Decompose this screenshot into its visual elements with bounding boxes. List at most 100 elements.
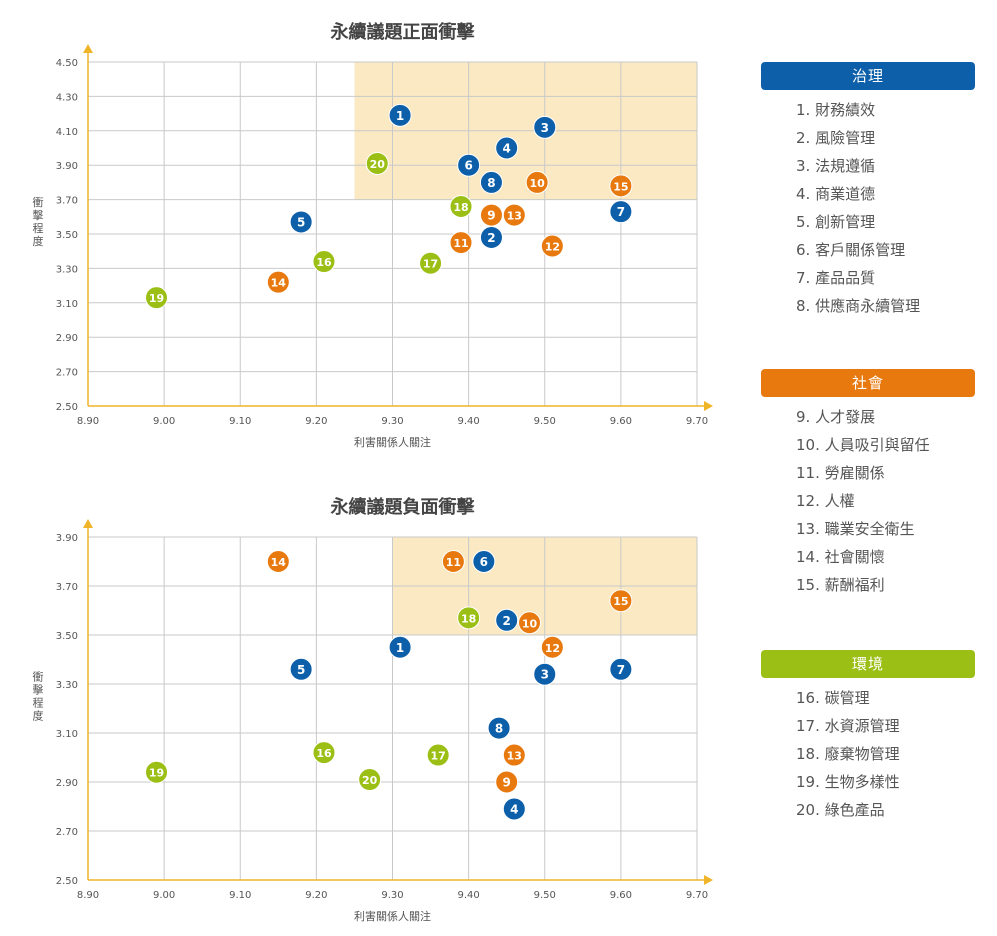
data-point-6: 6	[472, 550, 496, 573]
data-point-10: 10	[518, 611, 542, 635]
data-point-10: 10	[525, 170, 549, 194]
data-point-9: 9	[495, 770, 519, 794]
point-marker	[495, 770, 519, 794]
x-tick-label: 9.50	[534, 416, 556, 427]
data-point-11: 11	[449, 231, 473, 255]
x-tick-label: 9.60	[610, 416, 632, 427]
data-point-17: 17	[419, 251, 443, 275]
point-marker	[525, 170, 549, 194]
chart-title: 永續議題負面衝擊	[330, 496, 476, 518]
legend-item: 20. 綠色產品	[796, 801, 885, 819]
legend-item: 7. 產品品質	[796, 269, 876, 287]
point-label: 10	[522, 617, 538, 630]
legend-item: 11. 勞雇關係	[796, 464, 885, 482]
data-point-14: 14	[266, 270, 290, 294]
point-marker	[502, 797, 526, 821]
chart-1: 8.90 9.00 9.10 9.20 9.30 9.40 9.50 9.60 9.70 2.50…	[33, 21, 713, 449]
point-label: 15	[613, 180, 628, 193]
point-marker	[479, 170, 503, 194]
y-tick-label: 2.50	[56, 876, 78, 887]
x-tick-label: 9.50	[534, 890, 556, 901]
point-label: 20	[370, 158, 386, 171]
x-tick-label: 9.60	[610, 890, 632, 901]
x-tick-label: 9.70	[686, 890, 708, 901]
data-point-3: 3	[533, 662, 557, 686]
x-tick-label: 9.30	[381, 890, 403, 901]
point-label: 4	[510, 802, 518, 816]
y-tick-label: 3.90	[56, 533, 78, 544]
point-marker	[388, 635, 412, 659]
point-label: 9	[503, 776, 511, 790]
y-tick-label: 2.70	[56, 827, 78, 838]
data-point-4: 4	[502, 797, 526, 821]
data-point-5: 5	[289, 657, 313, 681]
x-tick-label: 9.70	[686, 416, 708, 427]
point-label: 1	[396, 641, 404, 655]
point-label: 6	[464, 159, 472, 173]
point-label: 11	[446, 556, 461, 569]
point-marker	[502, 203, 526, 227]
x-axis-label: 利害關係人關注	[354, 435, 431, 449]
point-label: 1	[396, 109, 404, 123]
point-marker	[518, 611, 542, 635]
point-label: 5	[297, 663, 305, 677]
x-tick-label: 9.00	[153, 416, 175, 427]
point-marker	[457, 606, 481, 630]
legend-item: 4. 商業道德	[796, 185, 876, 203]
x-tick-label: 8.90	[77, 890, 99, 901]
point-marker	[426, 743, 450, 767]
legend-header-social: 社會	[761, 369, 975, 397]
y-tick-label: 3.50	[56, 230, 78, 241]
data-point-1: 1	[388, 635, 412, 659]
y-tick-label: 3.10	[56, 729, 78, 740]
point-marker	[533, 662, 557, 686]
data-point-19: 19	[145, 286, 169, 310]
data-point-13: 13	[502, 743, 526, 767]
data-point-16: 16	[312, 250, 336, 274]
x-tick-label: 9.00	[153, 890, 175, 901]
x-tick-label: 9.20	[305, 416, 327, 427]
point-marker	[472, 550, 496, 573]
point-label: 19	[149, 767, 164, 780]
data-point-3: 3	[533, 115, 557, 139]
point-label: 17	[431, 750, 446, 763]
data-point-13: 13	[502, 203, 526, 227]
point-label: 12	[545, 642, 560, 655]
legend-item: 2. 風險管理	[796, 129, 876, 147]
point-label: 16	[316, 256, 332, 269]
data-point-2: 2	[479, 225, 503, 249]
legend-item: 16. 碳管理	[796, 689, 870, 707]
point-marker	[419, 251, 443, 275]
y-tick-label: 3.90	[56, 161, 78, 172]
point-label: 19	[149, 292, 164, 305]
y-tick-label: 4.10	[56, 127, 78, 138]
legend-item: 17. 水資源管理	[796, 717, 900, 735]
y-tick-label: 4.50	[56, 58, 78, 69]
data-point-18: 18	[449, 194, 473, 218]
legend-header-governance: 治理	[761, 62, 975, 90]
y-axis-label: 衝擊程度	[33, 670, 44, 723]
y-tick-label: 2.90	[56, 778, 78, 789]
legend-group-social: 社會 9. 人才發展 10. 人員吸引與留任 11. 勞雇關係 12. 人權 13. 職業…	[761, 369, 975, 603]
data-point-16: 16	[312, 741, 336, 765]
point-label: 8	[487, 176, 495, 190]
data-point-6: 6	[457, 153, 481, 177]
point-label: 3	[541, 668, 549, 682]
x-axis-arrow-icon	[704, 875, 713, 885]
point-label: 7	[617, 205, 625, 219]
data-point-8: 8	[479, 170, 503, 194]
y-tick-label: 3.70	[56, 582, 78, 593]
x-tick-label: 8.90	[77, 416, 99, 427]
legend-item: 1. 財務績效	[796, 101, 876, 119]
point-label: 8	[495, 722, 503, 736]
point-marker	[145, 760, 169, 784]
legend-header-environment: 環境	[761, 650, 975, 678]
point-marker	[449, 231, 473, 255]
point-label: 18	[453, 201, 468, 214]
data-point-19: 19	[145, 760, 169, 784]
point-label: 13	[507, 750, 522, 763]
point-marker	[312, 250, 336, 274]
point-label: 5	[297, 215, 305, 229]
x-tick-label: 9.10	[229, 416, 251, 427]
